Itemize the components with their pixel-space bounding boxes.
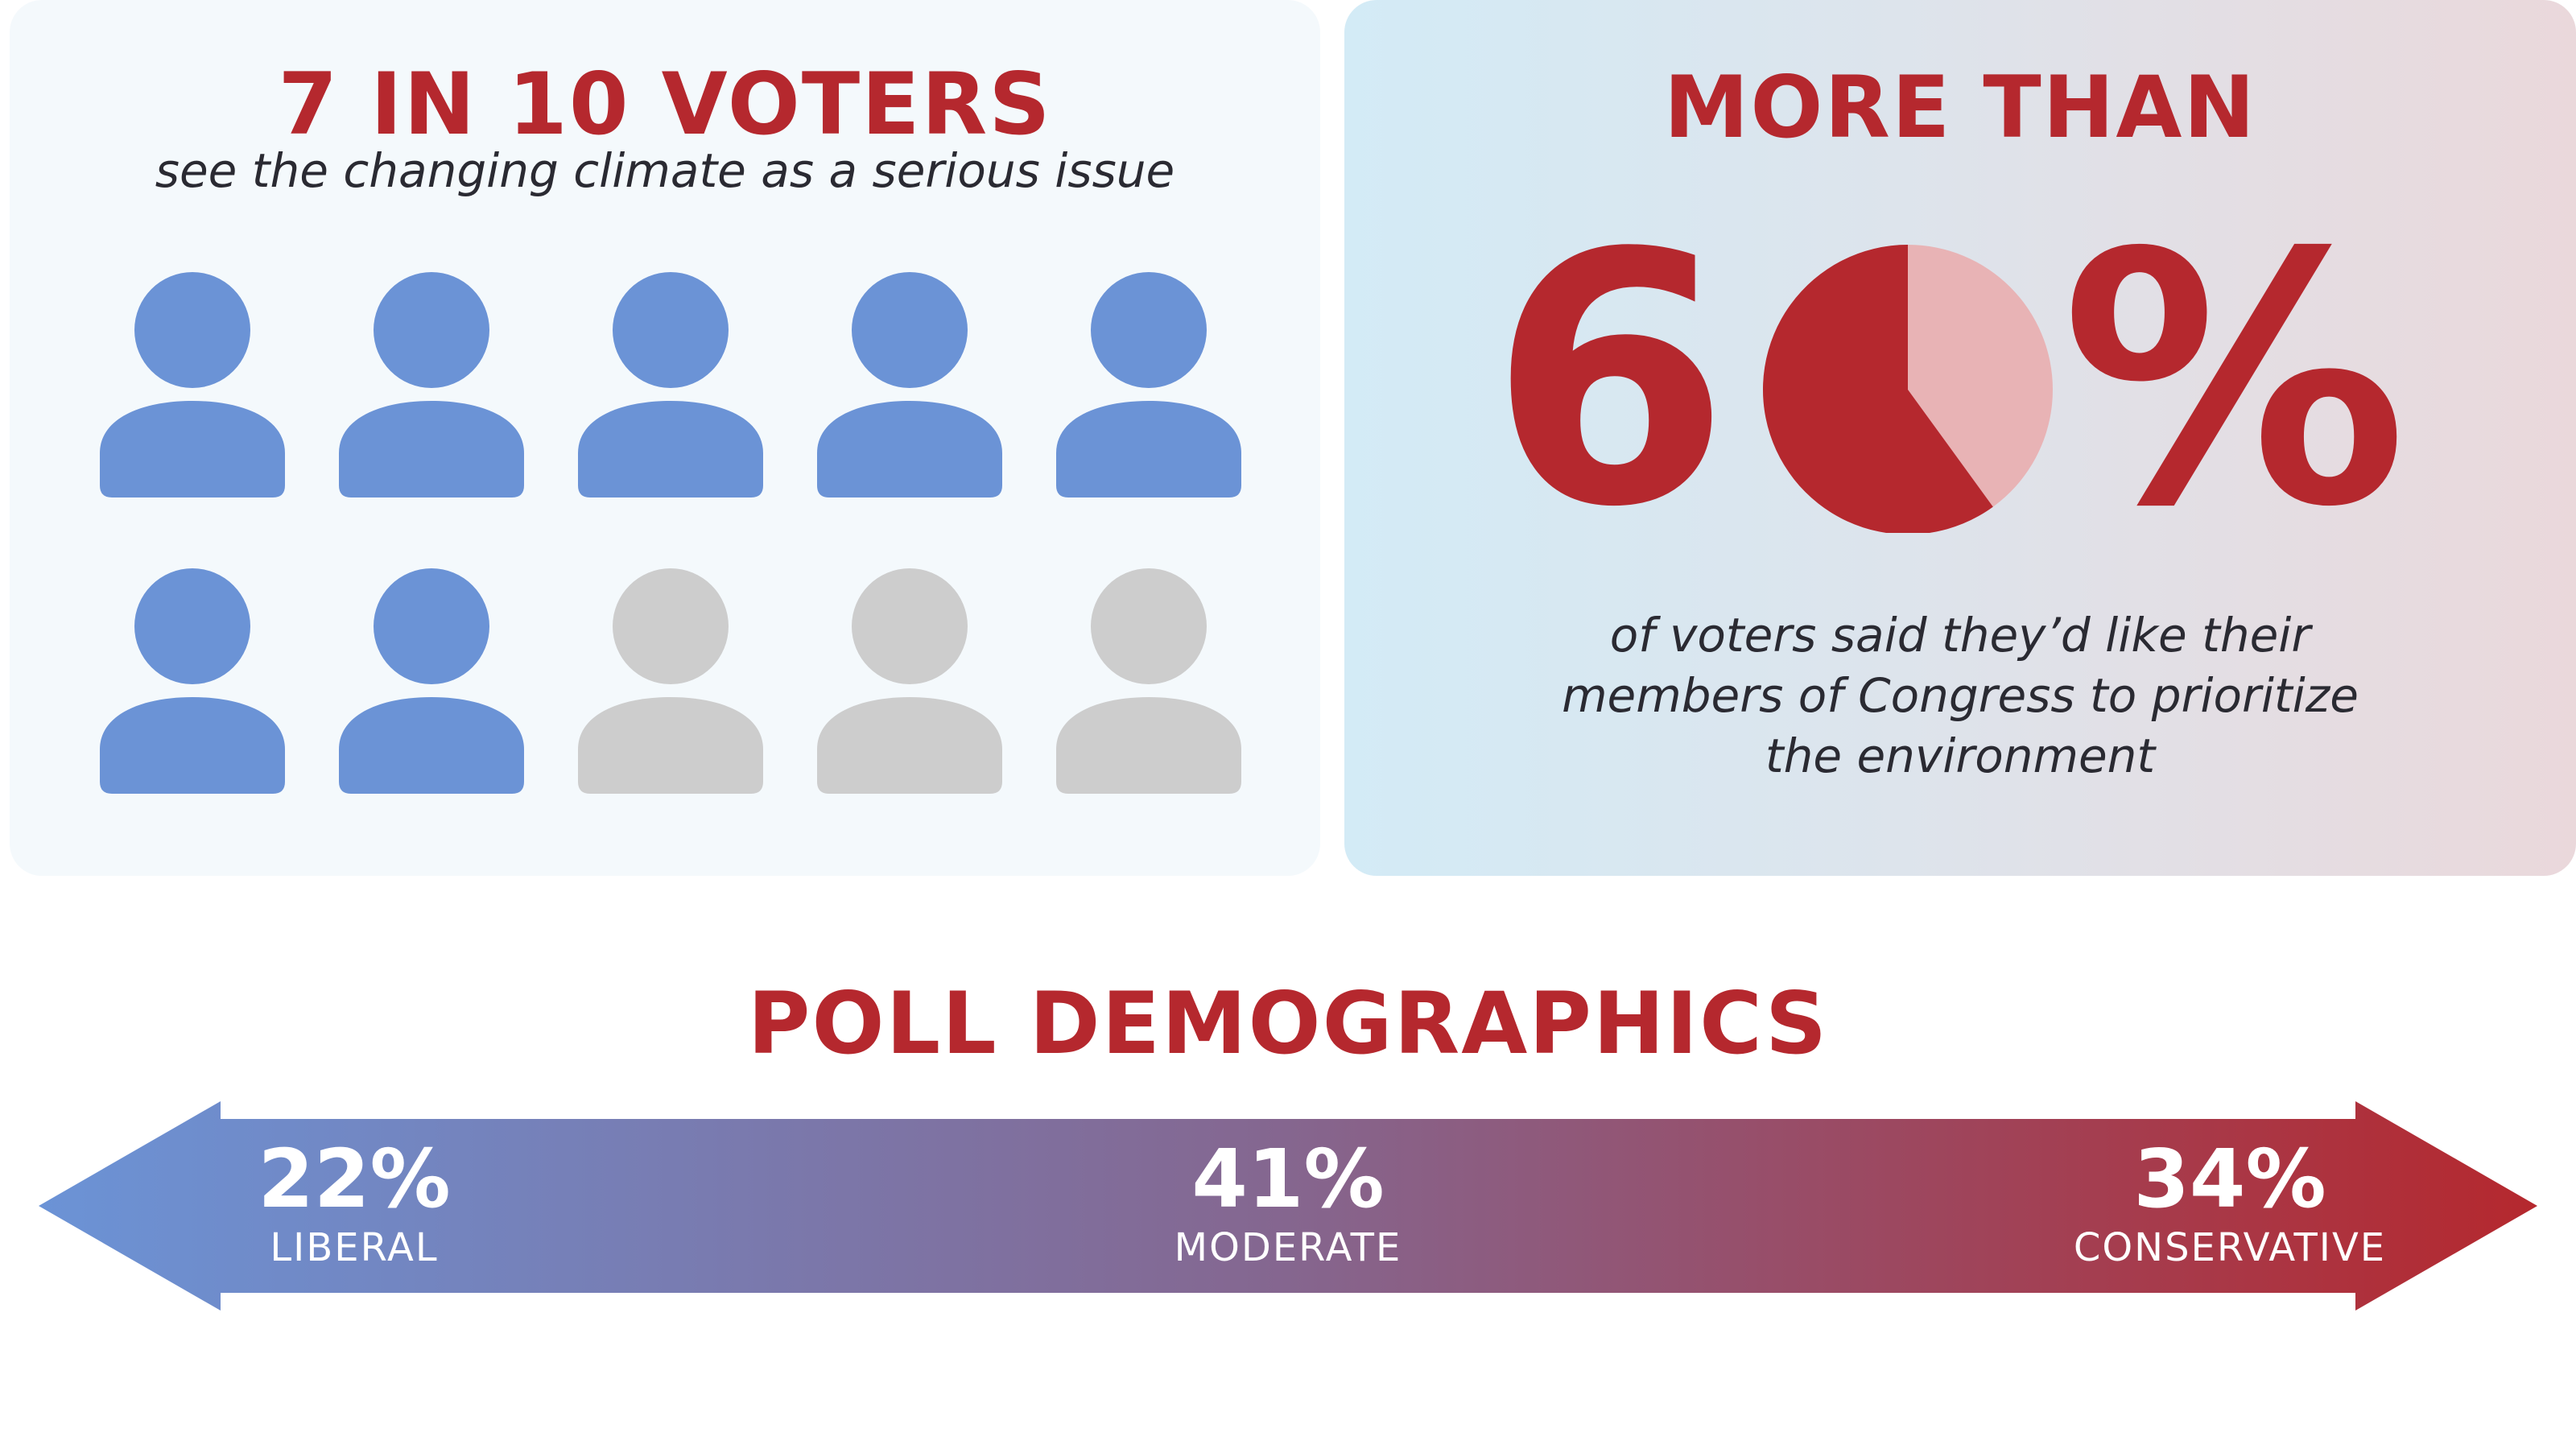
description-line-1: of voters said they’d like their bbox=[1609, 608, 2311, 663]
double-arrow-shape bbox=[39, 1101, 2537, 1311]
person-body bbox=[817, 697, 1002, 794]
sixty-percent-stat: 6 % bbox=[1489, 211, 2408, 533]
conservative-label: CONSERVATIVE bbox=[2073, 1225, 2387, 1270]
person-icon bbox=[339, 272, 524, 497]
person-icon bbox=[817, 568, 1002, 794]
demographics-title: POLL DEMOGRAPHICS bbox=[747, 974, 1829, 1073]
person-icon bbox=[100, 272, 285, 497]
person-icon bbox=[578, 272, 763, 497]
person-body bbox=[1056, 401, 1241, 497]
demographic-conservative: 34% CONSERVATIVE bbox=[2029, 1135, 2431, 1272]
person-head bbox=[134, 568, 250, 684]
voters-title: 7 IN 10 VOTERS bbox=[278, 55, 1052, 154]
person-icon bbox=[339, 568, 524, 794]
stat-percent-sign: % bbox=[2061, 211, 2408, 533]
person-head bbox=[852, 568, 968, 684]
person-icon bbox=[1056, 568, 1241, 794]
liberal-percent: 22% bbox=[258, 1132, 451, 1226]
person-head bbox=[374, 272, 489, 388]
person-body bbox=[817, 401, 1002, 497]
person-head bbox=[1091, 272, 1207, 388]
liberal-label: LIBERAL bbox=[270, 1225, 439, 1270]
person-head bbox=[613, 272, 729, 388]
stat-pie bbox=[1763, 245, 2053, 533]
conservative-percent: 34% bbox=[2133, 1132, 2326, 1226]
person-body bbox=[339, 697, 524, 794]
moderate-label: MODERATE bbox=[1174, 1225, 1402, 1270]
description-line-2: members of Congress to prioritize bbox=[1562, 668, 2359, 723]
person-icon bbox=[578, 568, 763, 794]
voters-subtitle: see the changing climate as a serious is… bbox=[155, 143, 1175, 198]
person-body bbox=[578, 401, 763, 497]
moderate-percent: 41% bbox=[1191, 1132, 1385, 1226]
stat-digit: 6 bbox=[1489, 211, 1730, 533]
person-head bbox=[613, 568, 729, 684]
person-head bbox=[1091, 568, 1207, 684]
demographic-moderate: 41% MODERATE bbox=[1087, 1135, 1489, 1272]
voters-panel: 7 IN 10 VOTERS see the changing climate … bbox=[10, 0, 1320, 876]
congress-panel: MORE THAN bbox=[1344, 0, 2576, 876]
person-body bbox=[339, 401, 524, 497]
person-body bbox=[100, 697, 285, 794]
congress-description: of voters said they’d like their members… bbox=[1344, 605, 2576, 786]
description-line-3: the environment bbox=[1765, 729, 2156, 783]
person-icon bbox=[100, 568, 285, 794]
person-icon bbox=[817, 272, 1002, 497]
person-body bbox=[1056, 697, 1241, 794]
person-head bbox=[374, 568, 489, 684]
person-icon-grid bbox=[100, 272, 1259, 813]
person-icon bbox=[1056, 272, 1241, 497]
congress-title: MORE THAN bbox=[1663, 58, 2257, 157]
person-head bbox=[852, 272, 968, 388]
demographic-liberal: 22% LIBERAL bbox=[209, 1135, 499, 1272]
person-body bbox=[100, 401, 285, 497]
person-head bbox=[134, 272, 250, 388]
pie-value-slice bbox=[1763, 245, 1993, 533]
person-body bbox=[578, 697, 763, 794]
demographics-arrow bbox=[39, 1101, 2537, 1311]
